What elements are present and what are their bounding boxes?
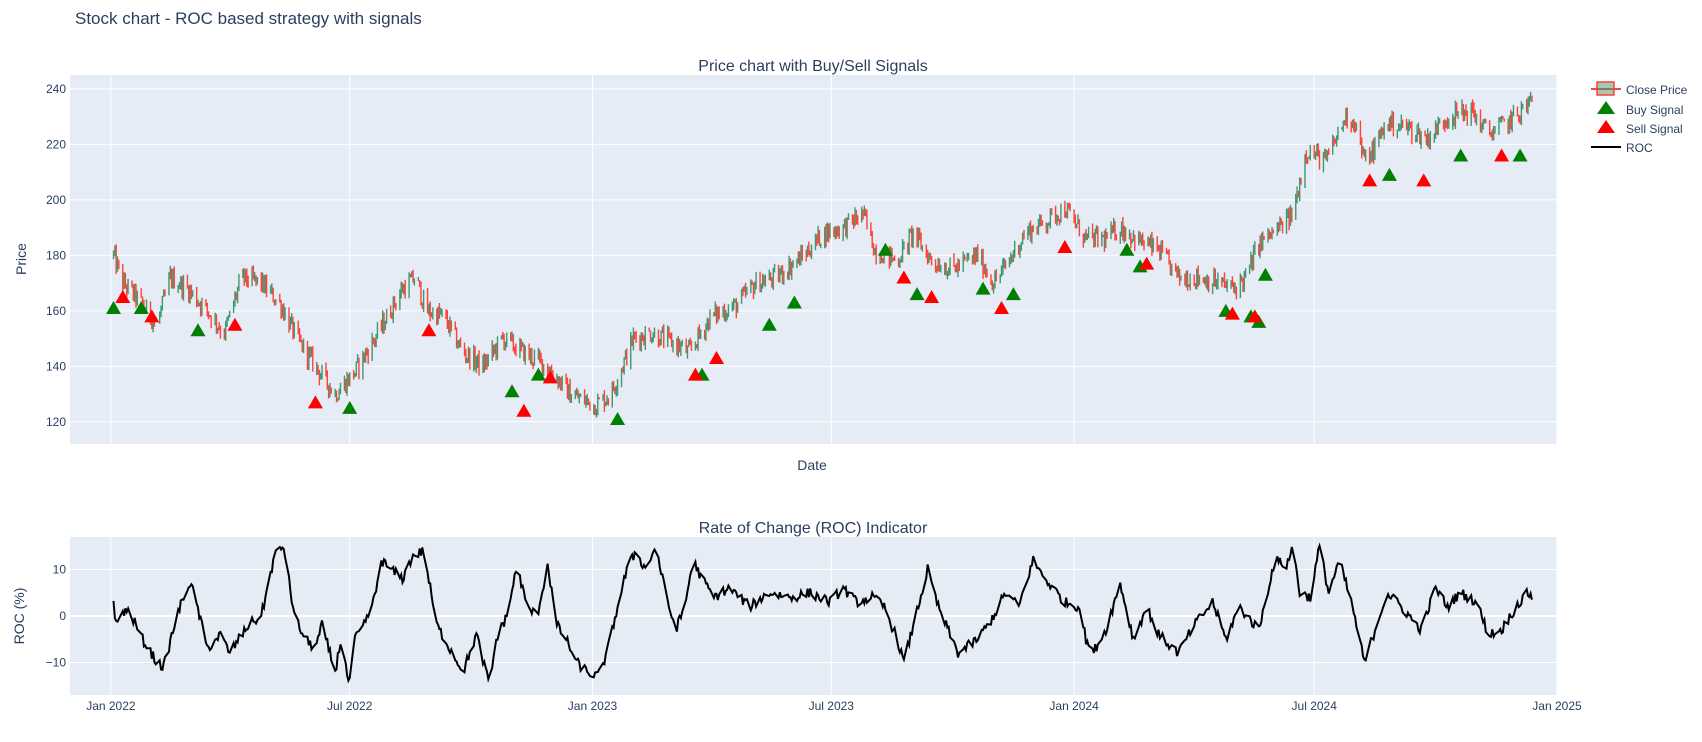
x-tick-label: Jan 2022	[86, 699, 136, 713]
price-y-tick-label: 220	[46, 137, 66, 151]
sell-signal-series	[115, 148, 1510, 417]
price-gridlines	[70, 75, 1558, 444]
legend-close-price-swatch	[1596, 81, 1615, 96]
sell-signal-marker	[115, 289, 131, 303]
buy-signal-marker	[106, 301, 122, 315]
legend-sell-signal-label: Sell Signal	[1626, 122, 1683, 136]
price-y-tick-label: 160	[46, 304, 66, 318]
buy-signal-marker	[1453, 148, 1469, 162]
price-y-tick-label: 200	[46, 193, 66, 207]
sell-signal-marker	[307, 395, 323, 409]
buy-signal-marker	[1257, 267, 1273, 281]
buy-signal-marker	[909, 287, 925, 301]
price-x-axis-title: Date	[797, 457, 827, 473]
sell-signal-marker	[1494, 148, 1510, 162]
roc-y-tick-label: −10	[46, 655, 67, 669]
sell-signal-marker	[1139, 256, 1155, 270]
roc-y-axis-title: ROC (%)	[11, 588, 27, 645]
sell-signal-marker	[994, 301, 1010, 315]
buy-signal-marker	[133, 301, 149, 315]
sell-signal-marker	[1362, 173, 1378, 187]
buy-signal-series	[106, 148, 1528, 426]
buy-signal-marker	[786, 295, 802, 309]
buy-signal-marker	[1512, 148, 1528, 162]
buy-signal-marker	[1381, 167, 1397, 181]
date-x-tick-labels: Jan 2022 Jul 2022 Jan 2023 Jul 2023 Jan 2024…	[86, 699, 1582, 713]
sell-signal-marker	[709, 350, 725, 364]
buy-signal-marker	[610, 412, 626, 426]
buy-signal-marker	[1005, 287, 1021, 301]
buy-signal-marker	[530, 367, 546, 381]
sell-signal-marker	[1416, 173, 1432, 187]
legend-sell-signal-marker	[1597, 120, 1615, 133]
price-subplot: 120 140 160 180 200 220 240 Price chart with B…	[13, 58, 1558, 473]
roc-y-tick-label: 10	[53, 563, 67, 577]
sell-signal-marker	[227, 317, 243, 331]
price-y-tick-labels: 120 140 160 180 200 220 240	[46, 82, 66, 429]
x-tick-label: Jul 2022	[327, 699, 373, 713]
sell-signal-marker	[516, 403, 532, 417]
sell-signal-marker	[144, 309, 160, 323]
legend-item-close-price[interactable]: Close Price	[1591, 81, 1688, 97]
sell-signal-marker	[1224, 306, 1240, 320]
buy-signal-marker	[342, 400, 358, 414]
price-y-axis-title: Price	[13, 243, 29, 275]
sell-signal-marker	[687, 367, 703, 381]
sell-signal-marker	[1247, 309, 1263, 323]
price-y-tick-label: 140	[46, 359, 66, 373]
sell-signal-marker	[542, 370, 558, 384]
roc-y-tick-labels: −10 0 10	[46, 563, 67, 670]
x-tick-label: Jan 2025	[1532, 699, 1582, 713]
roc-y-tick-label: 0	[59, 609, 66, 623]
legend-item-buy-signal[interactable]: Buy Signal	[1597, 101, 1683, 117]
legend-item-sell-signal[interactable]: Sell Signal	[1597, 120, 1683, 136]
roc-gridlines	[70, 537, 1558, 695]
buy-signal-marker	[1119, 242, 1135, 256]
figure-title: Stock chart - ROC based strategy with si…	[75, 9, 422, 28]
sell-signal-marker	[421, 323, 437, 337]
sell-signal-marker	[924, 289, 940, 303]
x-tick-label: Jul 2023	[809, 699, 855, 713]
price-y-tick-label: 240	[46, 82, 66, 96]
legend-buy-signal-label: Buy Signal	[1626, 103, 1683, 117]
price-y-tick-label: 180	[46, 248, 66, 262]
price-plot-area	[70, 75, 1557, 444]
legend-close-price-label: Close Price	[1626, 83, 1688, 97]
buy-signal-marker	[190, 323, 206, 337]
sell-signal-marker	[896, 270, 912, 284]
x-tick-label: Jan 2024	[1049, 699, 1099, 713]
legend-roc-label: ROC	[1626, 141, 1653, 155]
legend-buy-signal-marker	[1597, 101, 1615, 114]
roc-line	[112, 542, 1533, 684]
candlestick-series	[112, 91, 1533, 418]
x-tick-label: Jan 2023	[568, 699, 618, 713]
buy-signal-marker	[761, 317, 777, 331]
sell-signal-marker	[1057, 240, 1073, 254]
x-tick-label: Jul 2024	[1292, 699, 1338, 713]
legend[interactable]: Close Price Buy Signal Sell Signal ROC	[1591, 81, 1688, 155]
buy-signal-marker	[975, 281, 991, 295]
price-chart-title: Price chart with Buy/Sell Signals	[698, 58, 927, 75]
legend-item-roc[interactable]: ROC	[1591, 141, 1653, 155]
buy-signal-marker	[504, 384, 520, 398]
price-y-tick-label: 120	[46, 415, 66, 429]
buy-signal-marker	[877, 242, 893, 256]
roc-chart-title: Rate of Change (ROC) Indicator	[699, 520, 928, 537]
